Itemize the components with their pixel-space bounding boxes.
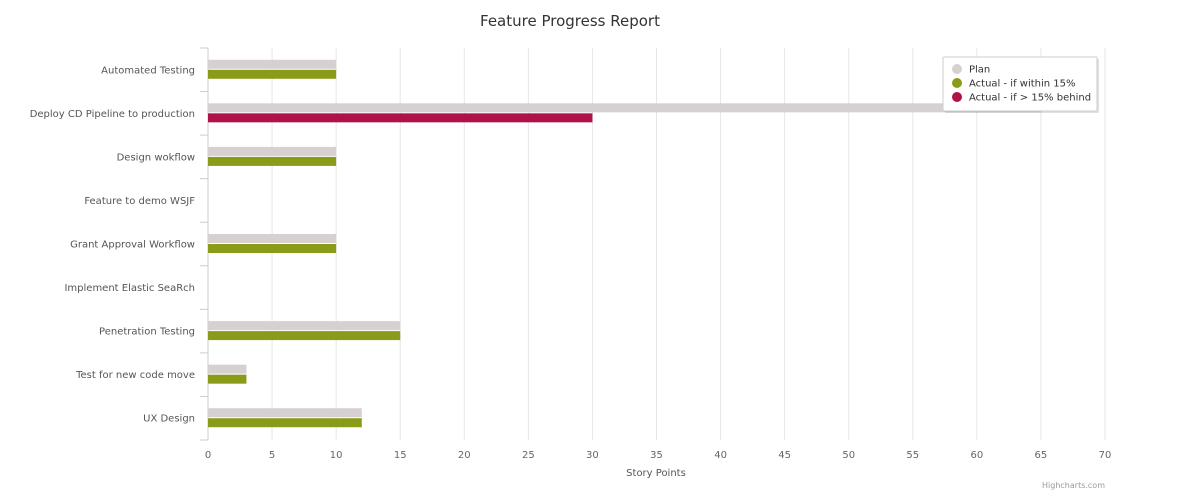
legend-item-label[interactable]: Actual - if > 15% behind	[969, 93, 1091, 104]
x-tick-label: 50	[842, 450, 855, 461]
actual-bar	[208, 113, 593, 123]
x-tick-label: 20	[458, 450, 471, 461]
category-label: Implement Elastic SeaRch	[64, 283, 195, 294]
category-axis: Automated Testing Deploy CD Pipeline to p…	[30, 47, 209, 441]
category-label: Design wokflow	[117, 152, 195, 163]
plan-bar	[208, 234, 337, 243]
x-tick-label: 15	[394, 450, 407, 461]
x-tick-label: 70	[1099, 450, 1112, 461]
legend-marker	[952, 78, 962, 88]
x-tick-label: 40	[714, 450, 727, 461]
actual-bar	[208, 418, 362, 428]
x-tick-label: 25	[522, 450, 535, 461]
chart-title: Feature Progress Report	[480, 12, 660, 30]
legend-item-label[interactable]: Plan	[969, 65, 990, 76]
category-label: Deploy CD Pipeline to production	[30, 109, 195, 120]
actual-bar	[208, 374, 247, 384]
x-tick-label: 60	[970, 450, 983, 461]
x-tick-label: 35	[650, 450, 663, 461]
category-label: Penetration Testing	[99, 327, 195, 338]
legend-marker	[952, 64, 962, 74]
category-label: Feature to demo WSJF	[84, 196, 195, 207]
plan-bar	[208, 59, 337, 69]
actual-bar	[208, 69, 337, 79]
legend[interactable]: Plan Actual - if within 15% Actual - if > …	[942, 56, 1099, 113]
x-tick-label: 5	[269, 450, 275, 461]
x-tick-label: 30	[586, 450, 599, 461]
plan-bar	[208, 364, 247, 374]
x-tick-label: 55	[906, 450, 919, 461]
category-label: UX Design	[143, 414, 195, 425]
x-tick-label: 65	[1035, 450, 1048, 461]
bars	[208, 59, 1041, 428]
category-label: Test for new code move	[75, 370, 195, 381]
plan-bar	[208, 321, 401, 331]
actual-bar	[208, 244, 337, 253]
plan-bar	[208, 103, 1041, 113]
actual-bar	[208, 331, 401, 341]
legend-item-label[interactable]: Actual - if within 15%	[969, 79, 1076, 90]
value-axis-labels: 0 5 10 15 20 25 30 35 40 45 50 55 60 65 70	[205, 450, 1112, 461]
category-label: Automated Testing	[101, 65, 195, 76]
x-tick-label: 45	[778, 450, 791, 461]
legend-marker	[952, 92, 962, 102]
x-tick-label: 10	[330, 450, 343, 461]
credits-link[interactable]: Highcharts.com	[1042, 481, 1105, 490]
x-axis-title: Story Points	[626, 468, 686, 479]
plan-bar	[208, 146, 337, 156]
plan-bar	[208, 408, 362, 418]
x-tick-label: 0	[205, 450, 211, 461]
category-label: Grant Approval Workflow	[70, 240, 195, 251]
legend-box	[942, 56, 1098, 112]
actual-bar	[208, 156, 337, 166]
